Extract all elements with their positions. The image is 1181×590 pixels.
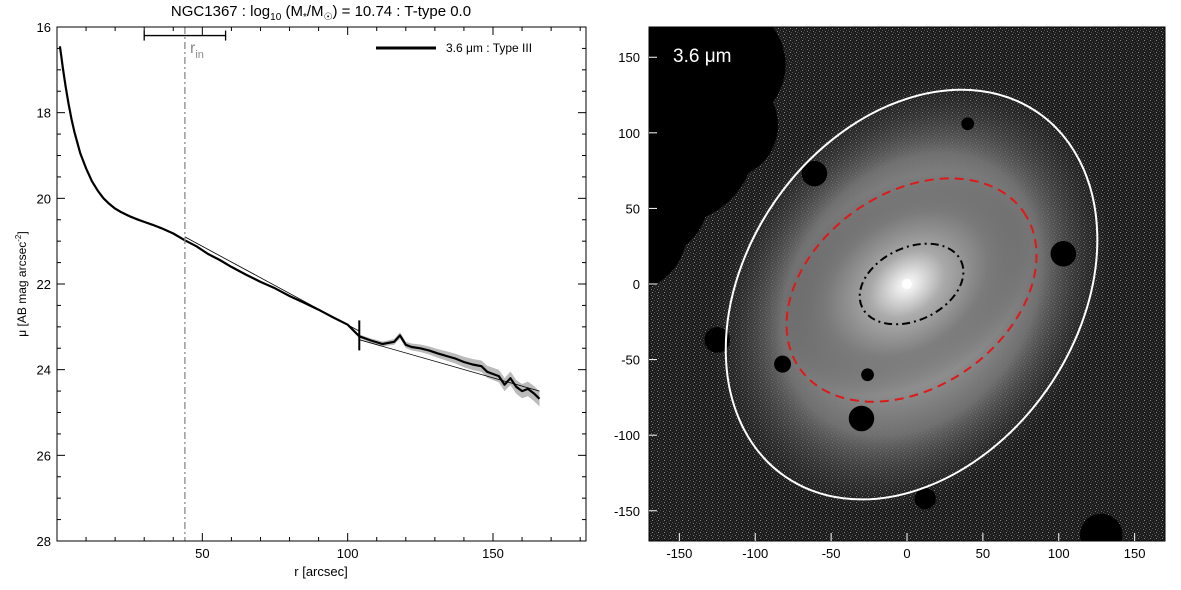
masked-star: [914, 488, 936, 510]
y-tick-label: 26: [37, 448, 51, 463]
masked-star: [961, 117, 975, 131]
x-tick-label: 50: [195, 546, 209, 561]
img-x-tick-label: 150: [1124, 546, 1146, 561]
masked-star: [1080, 513, 1123, 541]
galaxy-nucleus: [902, 279, 912, 289]
img-y-tick-label: -100: [614, 428, 640, 443]
y-axis-label: μ [AB mag arcsec-2]: [14, 231, 29, 336]
img-y-tick-label: 150: [618, 50, 640, 65]
profile-line: [58, 46, 541, 400]
x-tick-label: 100: [337, 546, 359, 561]
masked-star: [848, 405, 875, 432]
img-y-tick-label: 100: [618, 126, 640, 141]
masked-star: [704, 327, 731, 353]
masked-star: [774, 355, 792, 373]
img-y-tick-label: 50: [626, 201, 640, 216]
y-tick-label: 20: [37, 191, 51, 206]
band-label: 3.6 μm: [673, 46, 731, 67]
y-tick-label: 24: [37, 363, 51, 378]
y-tick-label: 18: [37, 106, 51, 121]
img-y-tick-label: 0: [633, 277, 640, 292]
x-tick-label: 150: [482, 546, 504, 561]
img-x-tick-label: 100: [1048, 546, 1070, 561]
y-tick-label: 22: [37, 277, 51, 292]
masked-star: [861, 368, 874, 382]
chart-title: NGC1367 : log10 (M*/M☉) = 10.74 : T-type…: [171, 3, 471, 23]
plot-frame: [56, 26, 587, 542]
mask-blob: [649, 174, 687, 288]
masked-star: [801, 160, 828, 187]
masked-star: [1050, 241, 1077, 267]
legend-label: 3.6 μm : Type III: [446, 41, 532, 55]
ellipse-outer: [724, 88, 1099, 501]
x-axis-label: r [arcsec]: [294, 564, 347, 579]
img-x-tick-label: -50: [822, 546, 841, 561]
img-x-tick-label: -100: [742, 546, 768, 561]
profile-plot: NGC1367 : log10 (M*/M☉) = 10.74 : T-type…: [14, 3, 587, 579]
ellipse-inner: [858, 242, 965, 326]
img-x-tick-label: -150: [666, 546, 692, 561]
img-y-tick-label: -50: [621, 353, 640, 368]
r-in-label: rin: [190, 40, 204, 61]
img-x-tick-label: 50: [976, 546, 990, 561]
ellipse-break: [785, 177, 1038, 403]
mask-blob: [671, 72, 778, 179]
y-tick-label: 28: [37, 534, 51, 549]
fit-line-outer: [359, 339, 540, 392]
img-y-tick-label: -150: [614, 504, 640, 519]
galaxy-image: -150 -100 -50 0 50 100 150 150 100 50 0 -50 -100 -150…: [614, 26, 1166, 561]
img-x-tick-label: 0: [903, 546, 910, 561]
y-tick-label: 16: [37, 20, 51, 35]
legend: 3.6 μm : Type III: [376, 41, 532, 55]
